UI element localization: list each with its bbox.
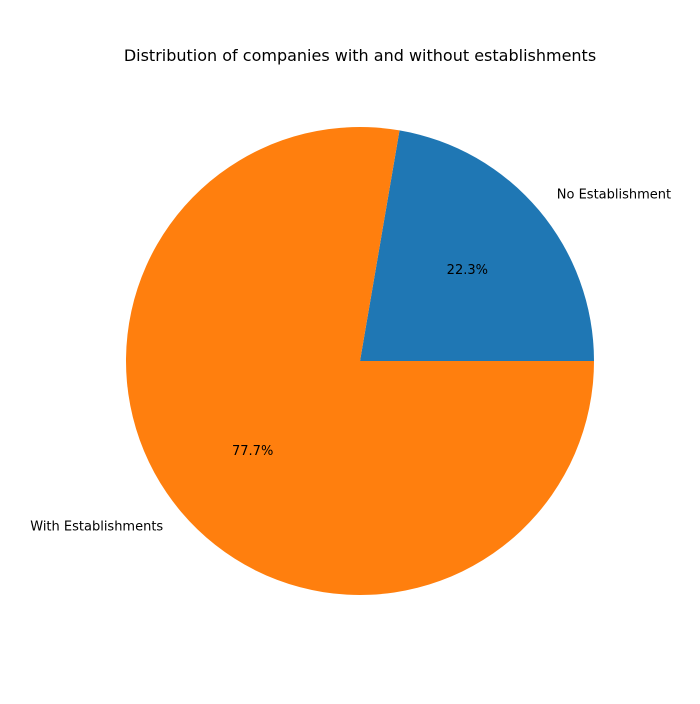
slice-label-with-establishments: With Establishments	[30, 519, 163, 534]
pie-labels: No Establishment 22.3% With Establishments…	[30, 188, 671, 535]
pie-slices	[126, 127, 594, 596]
chart-title: Distribution of companies with and witho…	[124, 46, 596, 65]
percent-label-with-establishments: 77.7%	[232, 444, 273, 459]
pie-slice-no-establishment	[360, 130, 594, 361]
pie-slice-with-establishments	[126, 127, 594, 596]
slice-label-no-establishment: No Establishment	[557, 188, 671, 203]
percent-label-no-establishment: 22.3%	[447, 263, 488, 278]
